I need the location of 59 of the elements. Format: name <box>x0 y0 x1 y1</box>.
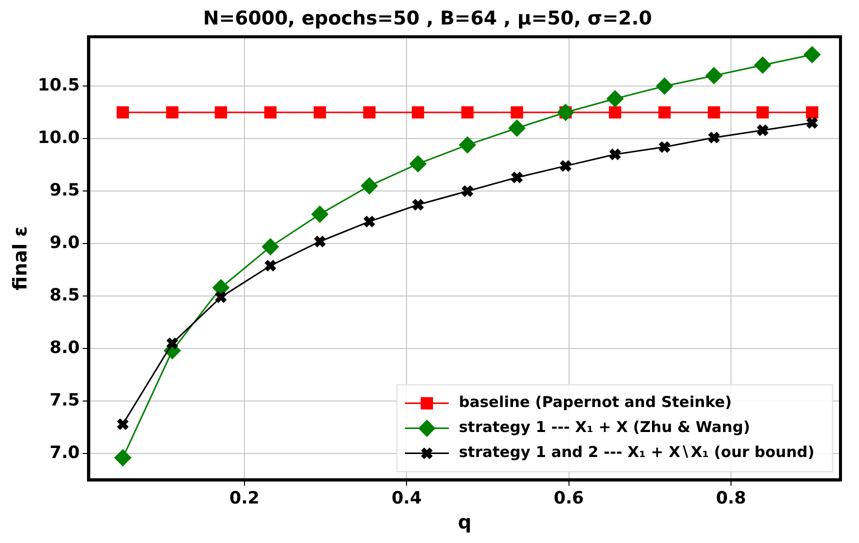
legend-label: baseline (Papernot and Steinke) <box>458 393 732 412</box>
point <box>460 184 474 198</box>
point <box>608 106 622 119</box>
point <box>311 206 328 223</box>
point <box>360 177 378 194</box>
x-tick-label: 0.8 <box>716 488 746 508</box>
y-tick-label: 10.0 <box>38 128 80 148</box>
x-tick-label: 0.4 <box>392 488 422 508</box>
point <box>412 198 424 212</box>
point <box>409 155 426 172</box>
point <box>116 418 130 431</box>
x-axis-title: q <box>458 512 472 534</box>
point <box>214 290 228 304</box>
legend-label: strategy 1 and 2 --- X₁ + X∖X₁ (our bound) <box>458 443 815 462</box>
point <box>804 46 821 64</box>
point <box>264 106 277 119</box>
point <box>756 106 769 119</box>
point <box>806 106 818 119</box>
point <box>656 78 674 95</box>
point <box>510 170 524 184</box>
point <box>362 215 376 228</box>
point <box>458 136 476 154</box>
point <box>756 124 770 137</box>
y-tick-label: 8.5 <box>50 286 80 306</box>
point <box>708 106 720 119</box>
point <box>166 106 178 119</box>
point <box>166 336 179 350</box>
point <box>114 449 132 466</box>
point <box>262 238 279 256</box>
point <box>116 106 129 119</box>
point <box>806 116 819 130</box>
y-tick-label: 7.0 <box>50 442 80 463</box>
point <box>313 235 326 248</box>
point <box>508 120 526 137</box>
chart-title: N=6000, epochs=50 , B=64 , μ=50, σ=2.0 <box>203 7 652 30</box>
point <box>559 159 572 172</box>
y-tick-label: 10.5 <box>38 76 80 96</box>
point <box>363 106 376 119</box>
x-tick-label: 0.6 <box>554 488 584 508</box>
point <box>754 56 772 74</box>
y-tick-label: 9.0 <box>50 233 80 254</box>
point <box>461 106 474 119</box>
point <box>658 106 671 119</box>
y-axis-title: final ε <box>9 226 32 290</box>
point <box>214 106 228 119</box>
point <box>705 67 722 84</box>
point <box>510 106 524 119</box>
point <box>608 148 622 161</box>
y-tick-label: 8.0 <box>50 338 80 358</box>
y-tick-label: 7.5 <box>50 390 80 410</box>
point <box>412 106 424 119</box>
point <box>264 259 277 272</box>
point <box>314 106 326 119</box>
x-tick-label: 0.2 <box>229 488 260 508</box>
y-tick-label: 9.5 <box>50 180 80 201</box>
legend-label: strategy 1 --- X₁ + X (Zhu & Wang) <box>458 418 750 436</box>
point <box>708 131 720 144</box>
point <box>606 90 624 108</box>
point <box>658 140 672 154</box>
